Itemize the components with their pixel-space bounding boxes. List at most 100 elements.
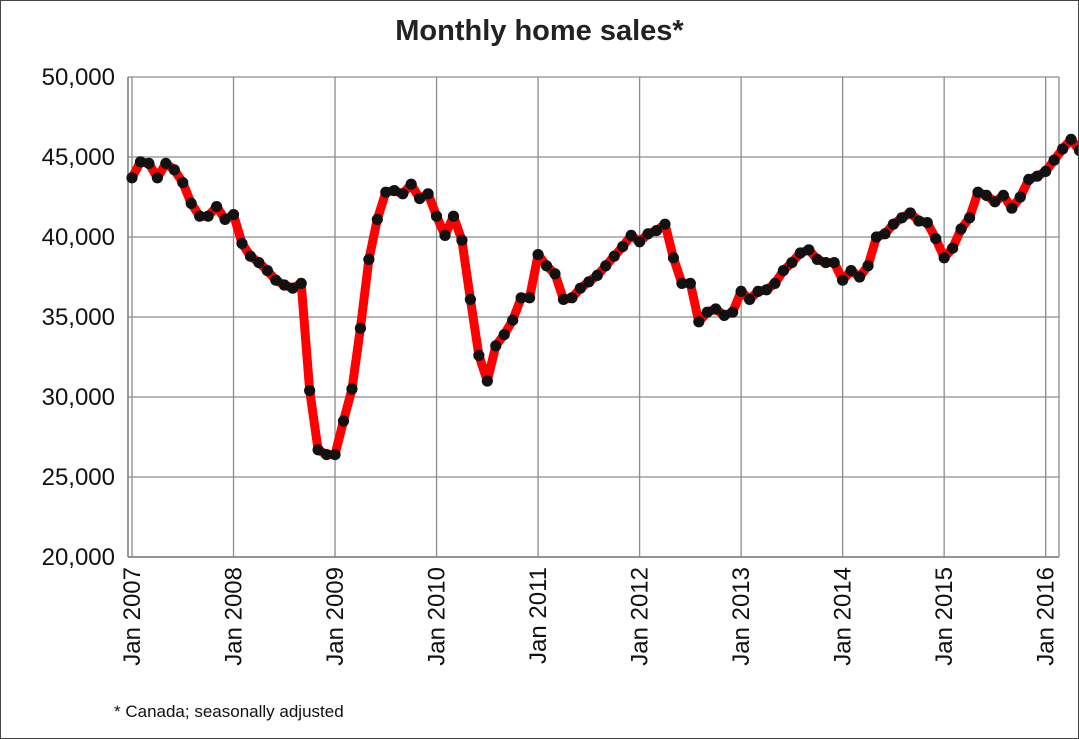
data-point bbox=[295, 277, 307, 289]
data-point bbox=[786, 257, 798, 269]
chart-title: Monthly home sales* bbox=[395, 15, 684, 47]
data-point bbox=[828, 257, 840, 269]
data-point bbox=[278, 279, 290, 291]
data-point bbox=[608, 250, 620, 262]
data-point bbox=[515, 292, 527, 304]
data-point bbox=[1031, 170, 1043, 182]
data-point bbox=[769, 277, 781, 289]
data-point bbox=[760, 284, 773, 296]
data-point bbox=[591, 269, 603, 281]
x-tick-label: Jan 2007 bbox=[119, 567, 146, 666]
series-line bbox=[127, 134, 1078, 460]
data-point bbox=[532, 249, 544, 261]
data-point bbox=[794, 247, 806, 259]
data-point bbox=[896, 212, 908, 224]
x-tick-label: Jan 2011 bbox=[525, 567, 552, 664]
y-tick-label: 45,000 bbox=[42, 144, 115, 171]
y-tick-label: 20,000 bbox=[42, 544, 115, 571]
y-tick-label: 40,000 bbox=[42, 224, 115, 251]
data-point bbox=[566, 292, 578, 304]
data-point bbox=[219, 213, 231, 225]
data-point bbox=[989, 196, 1001, 208]
data-point bbox=[887, 218, 900, 230]
data-point bbox=[879, 228, 891, 240]
data-point bbox=[337, 415, 350, 427]
data-point bbox=[439, 229, 451, 241]
data-point bbox=[346, 383, 358, 395]
data-point bbox=[177, 177, 189, 189]
y-tick-label: 30,000 bbox=[42, 384, 115, 411]
data-point bbox=[329, 449, 341, 461]
data-point bbox=[938, 252, 950, 264]
data-point bbox=[972, 186, 984, 198]
data-point bbox=[853, 271, 866, 283]
x-tick-label: Jan 2010 bbox=[424, 567, 451, 666]
x-tick-label: Jan 2013 bbox=[728, 567, 755, 666]
data-point bbox=[287, 282, 299, 294]
data-point bbox=[583, 276, 595, 288]
data-point bbox=[211, 201, 223, 213]
data-point bbox=[693, 316, 705, 328]
data-point bbox=[997, 189, 1009, 201]
data-point bbox=[380, 186, 392, 198]
data-point bbox=[963, 212, 976, 224]
data-point bbox=[185, 197, 197, 209]
data-point bbox=[947, 242, 959, 254]
data-point bbox=[837, 274, 849, 286]
data-point bbox=[414, 193, 426, 205]
data-point bbox=[803, 244, 815, 256]
y-tick-label: 25,000 bbox=[42, 464, 115, 491]
data-point bbox=[194, 210, 206, 222]
data-point bbox=[126, 172, 138, 184]
data-point bbox=[980, 189, 993, 201]
data-point bbox=[524, 292, 536, 304]
data-point bbox=[456, 234, 468, 246]
data-point bbox=[363, 253, 375, 265]
data-point bbox=[743, 293, 756, 305]
data-point bbox=[718, 309, 730, 321]
data-point bbox=[160, 157, 172, 169]
data-point bbox=[955, 223, 967, 235]
data-point bbox=[473, 349, 485, 361]
data-point bbox=[1048, 154, 1060, 166]
data-point bbox=[490, 340, 502, 352]
data-point bbox=[261, 265, 273, 277]
data-point bbox=[617, 241, 629, 253]
data-point bbox=[270, 274, 282, 286]
data-point bbox=[304, 385, 316, 397]
data-point bbox=[574, 282, 586, 294]
data-point bbox=[904, 207, 916, 219]
data-point bbox=[1073, 145, 1078, 156]
data-point bbox=[202, 210, 214, 222]
data-point bbox=[481, 375, 493, 387]
data-point bbox=[667, 252, 680, 264]
data-point bbox=[143, 157, 155, 169]
data-point bbox=[540, 260, 553, 272]
data-point bbox=[1057, 143, 1069, 155]
data-point bbox=[1023, 173, 1035, 185]
data-point bbox=[405, 178, 417, 190]
data-point bbox=[134, 156, 147, 168]
data-point bbox=[236, 237, 248, 249]
data-point bbox=[701, 306, 713, 318]
data-point bbox=[557, 293, 570, 305]
data-point bbox=[650, 225, 663, 237]
data-point bbox=[430, 210, 443, 222]
data-point bbox=[354, 322, 367, 334]
data-point bbox=[320, 449, 333, 461]
data-point bbox=[684, 277, 696, 289]
data-point bbox=[777, 265, 790, 277]
data-point bbox=[811, 253, 823, 265]
chart-footnote: * Canada; seasonally adjusted bbox=[114, 702, 344, 721]
data-point bbox=[388, 185, 400, 197]
data-point bbox=[151, 172, 163, 184]
x-tick-label: Jan 2016 bbox=[1033, 567, 1060, 666]
data-point bbox=[244, 250, 257, 262]
data-point bbox=[676, 277, 688, 289]
data-point bbox=[862, 260, 874, 272]
data-point bbox=[227, 209, 240, 221]
data-point bbox=[507, 314, 519, 326]
data-point bbox=[921, 217, 933, 229]
